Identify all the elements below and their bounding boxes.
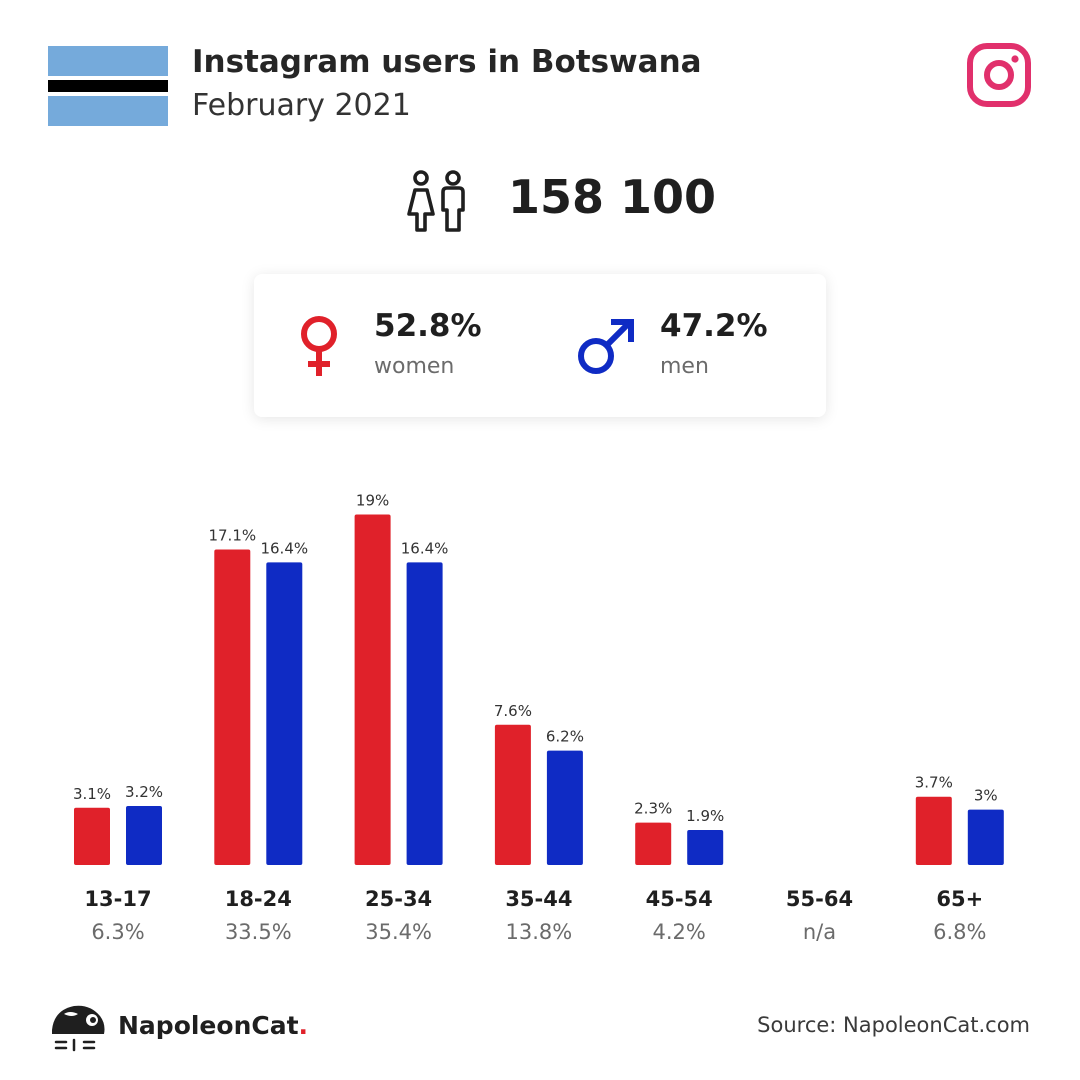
data-label-men-25-34: 16.4% [401,539,449,557]
category-label-13-17: 13-17 [84,887,151,911]
bar-men-25-34 [407,562,443,865]
category-label-45-54: 45-54 [646,887,713,911]
men-percent: 47.2% [660,308,768,344]
source-credit: Source: NapoleonCat.com [757,1013,1030,1037]
bar-women-13-17 [74,808,110,865]
bar-men-65+ [968,810,1004,865]
female-symbol-icon [297,314,341,378]
men-label: men [660,354,709,379]
category-total-45-54: 4.2% [653,920,706,944]
napoleoncat-logo-icon [48,1000,108,1052]
data-label-women-25-34: 19% [356,491,389,509]
bar-men-13-17 [126,806,162,865]
category-label-18-24: 18-24 [225,887,292,911]
bar-women-25-34 [355,514,391,865]
category-total-18-24: 33.5% [225,920,292,944]
category-total-35-44: 13.8% [506,920,573,944]
data-label-men-65+: 3% [974,787,998,805]
category-label-35-44: 35-44 [505,887,572,911]
category-label-65+: 65+ [936,887,983,911]
bar-women-35-44 [495,725,531,865]
page-title: Instagram users in Botswana [192,44,702,80]
bar-men-18-24 [266,562,302,865]
category-total-13-17: 6.3% [91,920,144,944]
data-label-men-35-44: 6.2% [546,728,584,746]
women-label: women [374,354,454,379]
data-label-women-65+: 3.7% [915,774,953,792]
age-gender-bar-chart: 3.1% 3.2%13-176.3%17.1%16.4%18-2433.5%19%… [0,470,1080,950]
total-users: 158 100 [508,170,716,224]
bar-women-45-54 [635,823,671,865]
bar-men-45-54 [687,830,723,865]
bar-women-65+ [916,797,952,865]
data-label-men-13-17: 3.2% [125,783,163,801]
category-label-25-34: 25-34 [365,887,432,911]
data-label-men-18-24: 16.4% [260,539,308,557]
data-label-women-18-24: 17.1% [208,527,256,545]
bar-women-18-24 [214,550,250,865]
bar-men-35-44 [547,751,583,865]
brand-name: NapoleonCat. [118,1011,308,1040]
data-label-women-35-44: 7.6% [494,702,532,720]
people-icon [403,168,473,236]
category-total-25-34: 35.4% [365,920,432,944]
data-label-women-45-54: 2.3% [634,800,672,818]
data-label-men-45-54: 1.9% [686,807,724,825]
data-label-women-13-17: 3.1% [73,785,111,803]
category-total-65+: 6.8% [933,920,986,944]
male-symbol-icon [576,318,636,376]
page-subtitle: February 2021 [192,88,411,123]
category-total-55-64: n/a [803,920,836,944]
botswana-flag-icon [48,46,168,126]
women-percent: 52.8% [374,308,482,344]
category-label-55-64: 55-64 [786,887,853,911]
instagram-icon [966,42,1032,108]
